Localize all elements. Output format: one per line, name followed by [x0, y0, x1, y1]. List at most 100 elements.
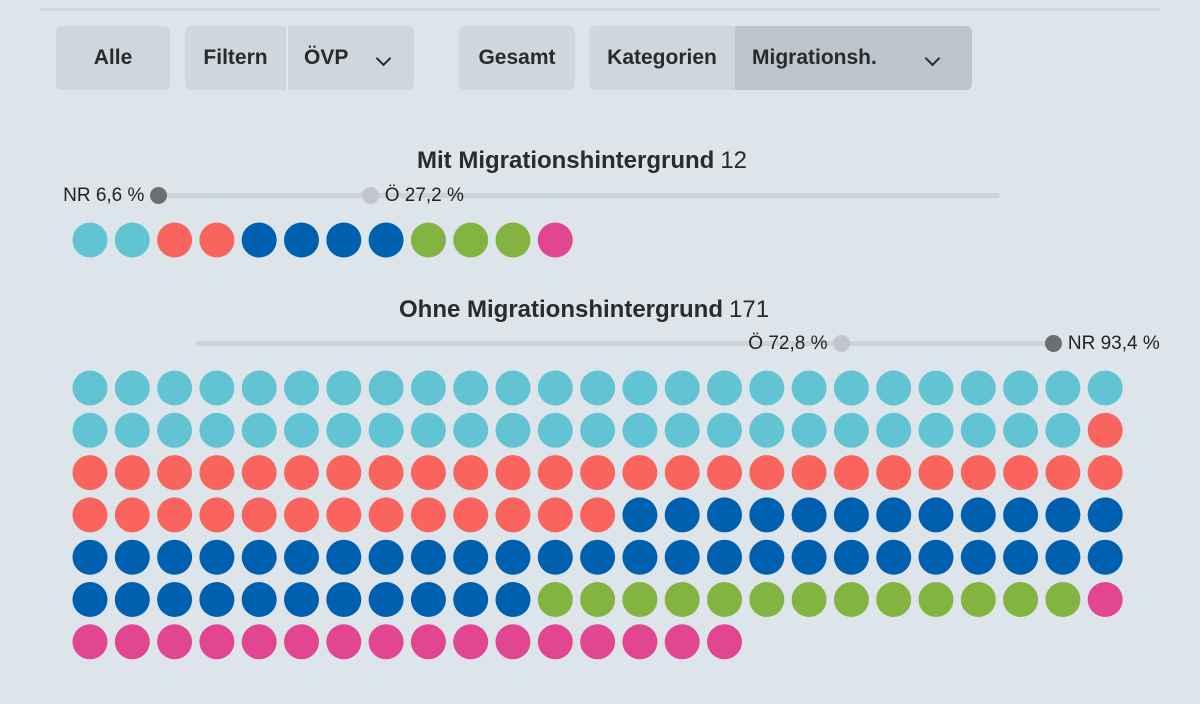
chart-2-dot-group-1	[1045, 412, 1081, 448]
filter-label: Filtern	[203, 46, 268, 69]
chart-2-dot-group-1	[664, 412, 700, 448]
chart-2-dot-group-1	[326, 412, 362, 448]
chart-2-dot-group-3	[876, 539, 912, 575]
filter-value-select[interactable]: ÖVP	[288, 26, 414, 90]
chart-2-dot-group-2	[1087, 412, 1123, 448]
chart-2-dot-group-1	[749, 370, 785, 406]
chart-2-dot-group-4	[833, 582, 869, 617]
chart-2-dot-group-1	[157, 370, 193, 406]
chart-2-dot-group-2	[622, 455, 658, 491]
chart-2-dot-group-3	[326, 539, 362, 575]
chart-2-dot-group-1	[749, 412, 785, 448]
chart-2-dot-group-2	[157, 455, 193, 491]
chart-2-dot-group-1	[622, 412, 658, 448]
chart-1-dot-group-4	[495, 222, 531, 258]
chart-2-dot-group-3	[241, 539, 277, 575]
chart-2-dot-group-1	[707, 412, 742, 448]
chart-2-dot-group-1	[833, 370, 869, 406]
chart-2-dot-group-1	[1003, 370, 1039, 406]
chart-2-dot-group-3	[664, 539, 700, 575]
chart-2-dot-group-5	[1087, 582, 1123, 617]
chart-2-dot-group-1	[918, 370, 954, 406]
chart-2-dot-group-2	[72, 455, 108, 491]
all-button-label: Alle	[93, 46, 133, 69]
chart-2-dot-group-3	[537, 539, 573, 575]
chart-2-dot-group-3	[284, 539, 319, 575]
chart-2-dot-group-3	[580, 539, 616, 575]
chart-2-dot-group-3	[495, 539, 531, 575]
chart-2-dot-group-1	[199, 412, 235, 448]
chart-2-dot-group-3	[410, 539, 446, 575]
chart-2-dot-group-1	[241, 412, 277, 448]
toolbar: Alle Filtern ÖVP Gesamt Kategorien Migra…	[0, 0, 1200, 100]
chart-2-dot-group-1	[410, 370, 446, 406]
chart-2-dot-group-3	[199, 582, 235, 617]
chart-2-dot-group-1	[284, 370, 319, 406]
chart-2-nr-marker	[1045, 334, 1063, 352]
chart-2-dot-group-5	[199, 624, 235, 660]
chart-2-dot-group-2	[537, 497, 573, 533]
chart-2-dot-group-3	[1045, 497, 1081, 533]
chart-1-oe-marker	[362, 186, 380, 204]
chart-2-dot-group-2	[241, 497, 277, 533]
chart-2-dot-group-5	[622, 624, 658, 660]
categories-value-select[interactable]: Migrationsh.	[735, 26, 972, 90]
chart-2-dot-group-1	[876, 370, 912, 406]
filter-value: ÖVP	[304, 46, 349, 69]
categories-dropdown[interactable]: Kategorien Migrationsh.	[589, 26, 972, 90]
chart-2-dot-group-1	[199, 370, 235, 406]
chart-2-dot-group-4	[876, 582, 912, 617]
chart-2-dot-group-3	[157, 539, 193, 575]
chart-2-dot-group-2	[537, 455, 573, 491]
chart-2-dot-group-2	[833, 455, 869, 491]
chart-2-dot-group-3	[876, 497, 912, 533]
chart-1-dot-group-1	[114, 222, 150, 258]
chart-2-dot-group-4	[537, 582, 573, 617]
chart-2-dot-group-5	[453, 624, 489, 660]
chart-2-dot-group-3	[707, 497, 742, 533]
chart-2-dot-group-1	[537, 370, 573, 406]
chart-2-nr-label: NR 93,4 %	[1067, 333, 1160, 354]
chart-2-dot-group-5	[72, 624, 108, 660]
chart-1-count: 12	[720, 147, 748, 174]
chart-2-dot-group-1	[876, 412, 912, 448]
chart-2-dot-group-3	[1003, 497, 1039, 533]
chart-2-dot-group-1	[72, 370, 108, 406]
chart-1-dot-group-2	[157, 222, 193, 258]
chart-1-dot-group-3	[241, 222, 277, 258]
chart-2-dot-group-3	[410, 582, 446, 617]
chart-2-dot-group-2	[749, 455, 785, 491]
chart-2-dot-group-2	[368, 455, 404, 491]
chart-2-dot-group-2	[791, 455, 827, 491]
chart-2-dot-group-3	[960, 497, 996, 533]
chart-2-dot-group-2	[199, 497, 235, 533]
chart-2-dot-group-4	[1045, 582, 1081, 617]
chart-2-dot-group-3	[1045, 539, 1081, 575]
all-button[interactable]: Alle	[56, 26, 170, 90]
chart-2-dot-group-1	[453, 412, 489, 448]
chart-2-dot-group-3	[749, 539, 785, 575]
chart-2-dot-group-1	[580, 370, 616, 406]
chart-2-dot-group-5	[537, 624, 573, 660]
chart-2-dot-group-3	[72, 582, 108, 617]
chart-2-dot-group-5	[495, 624, 531, 660]
chart-2-dot-group-2	[707, 455, 742, 491]
chart-2-dot-group-3	[114, 582, 150, 617]
chart-2-dot-group-2	[326, 455, 362, 491]
chart-2-dot-group-3	[960, 539, 996, 575]
chart-2-dot-group-1	[114, 412, 150, 448]
chart-2-dot-group-1	[960, 412, 996, 448]
chart-2-dot-group-1	[622, 370, 658, 406]
chart-2-dot-group-2	[453, 497, 489, 533]
chart-2-dot-group-3	[791, 539, 827, 575]
chart-2-dot-group-1	[707, 370, 742, 406]
chart-2-dot-group-2	[876, 455, 912, 491]
chart-2-dot-group-3	[622, 497, 658, 533]
filter-dropdown[interactable]: Filtern ÖVP	[185, 26, 414, 90]
chart-2-dot-group-5	[410, 624, 446, 660]
chart-2-dot-group-2	[1045, 455, 1081, 491]
total-button[interactable]: Gesamt	[459, 26, 575, 90]
chart-2-dot-group-2	[284, 455, 319, 491]
chart-2-dot-group-2	[1087, 455, 1123, 491]
chart-2-dot-group-5	[114, 624, 150, 660]
